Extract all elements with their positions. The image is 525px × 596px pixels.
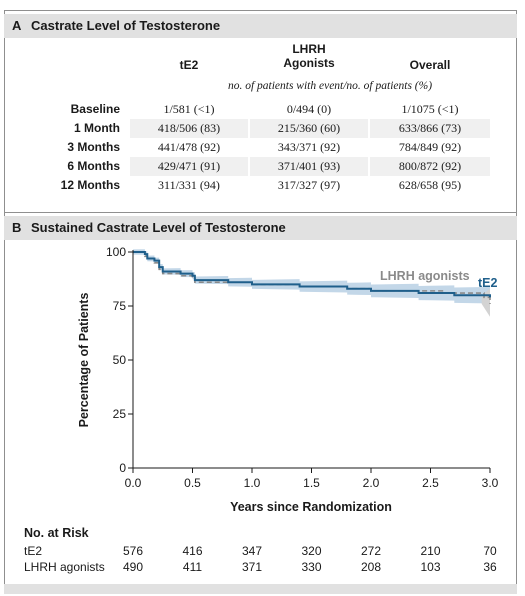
series-lines <box>133 251 491 304</box>
y-tick-label: 50 <box>113 353 127 367</box>
row-label: 6 Months <box>67 159 120 173</box>
cell-overall: 800/872 (92) <box>370 157 490 176</box>
cell-lhrh: 371/401 (93) <box>250 157 368 176</box>
x-tick-label: 0.0 <box>125 476 142 490</box>
risk-value: 576 <box>122 544 144 558</box>
panel-a-letter: A <box>12 18 22 33</box>
row-label: Baseline <box>70 102 120 116</box>
y-tick-label: 100 <box>106 245 126 259</box>
col-header-overall-line: Overall <box>409 58 451 72</box>
series-label-lhrh: LHRH agonists <box>380 269 470 283</box>
x-tick-label: 1.0 <box>244 476 261 490</box>
cell-te2: 311/331 (94) <box>158 178 220 192</box>
series-label-te2: tE2 <box>478 276 498 290</box>
col-header-lhrh-line2: Agonists <box>283 56 335 70</box>
risk-row-label-te2: tE2 <box>24 544 43 558</box>
confidence-bands <box>133 249 490 317</box>
risk-value: 411 <box>182 560 203 574</box>
panel-b-header: B Sustained Castrate Level of Testostero… <box>4 216 517 240</box>
risk-value: 371 <box>241 560 263 574</box>
panel-a-title: Castrate Level of Testosterone <box>31 18 221 33</box>
risk-value: 416 <box>182 544 203 558</box>
row-label: 3 Months <box>67 140 120 154</box>
table-row: Baseline 1/581 (<1) 0/494 (0) 1/1075 (<1… <box>10 100 510 119</box>
risk-row-label-lhrh: LHRH agonists <box>24 560 105 574</box>
y-tick-label: 25 <box>113 407 127 421</box>
panel-b-letter: B <box>12 220 22 235</box>
x-tick-label: 1.5 <box>303 476 320 490</box>
col-header-te2: tE2 <box>130 58 248 72</box>
panel-divider <box>4 212 517 213</box>
chart-labels: Percentage of Patients Years since Rando… <box>77 269 498 514</box>
cell-overall: 633/866 (73) <box>370 119 490 138</box>
castrate-level-table: tE2 LHRH Agonists Overall no. of patient… <box>0 0 525 210</box>
risk-value: 490 <box>122 560 144 574</box>
risk-value: 103 <box>420 560 441 574</box>
risk-value: 208 <box>360 560 382 574</box>
table-row: 6 Months 429/471 (91) 371/401 (93) 800/8… <box>10 157 510 176</box>
panel-b-title: Sustained Castrate Level of Testosterone <box>31 220 286 235</box>
x-tick-label: 2.0 <box>363 476 380 490</box>
chart-axes: 0 25 50 75 100 0.0 0.5 1.0 1.5 2.0 2.5 3.0 <box>106 245 499 490</box>
table-row: 12 Months 311/331 (94) 317/327 (97) 628/… <box>10 176 510 195</box>
cell-te2: 429/471 (91) <box>130 157 248 176</box>
cell-te2: 1/581 (<1) <box>163 102 215 116</box>
cell-lhrh: 0/494 (0) <box>286 102 332 116</box>
col-header-lhrh-line1: LHRH <box>292 42 326 56</box>
cell-te2: 418/506 (83) <box>130 119 248 138</box>
risk-value: 210 <box>420 544 441 558</box>
y-tick-label: 0 <box>119 461 126 475</box>
row-label: 1 Month <box>74 121 120 135</box>
risk-value: 70 <box>483 544 497 558</box>
x-axis-label: Years since Randomization <box>230 500 392 514</box>
panel-a-header: A Castrate Level of Testosterone <box>4 14 517 38</box>
cell-lhrh: 317/327 (97) <box>277 178 341 192</box>
col-header-lhrh: LHRH Agonists <box>250 42 368 70</box>
x-tick-label: 2.5 <box>422 476 439 490</box>
cell-te2: 441/478 (92) <box>157 140 221 154</box>
bottom-bar <box>4 584 517 594</box>
risk-value: 347 <box>241 544 263 558</box>
risk-value: 36 <box>483 560 497 574</box>
cell-overall: 784/849 (92) <box>398 140 462 154</box>
table-subheader: no. of patients with event/no. of patien… <box>227 80 433 92</box>
col-header-overall: Overall <box>370 58 490 72</box>
table-row: 1 Month 418/506 (83) 215/360 (60) 633/86… <box>10 119 510 138</box>
table-row: 3 Months 441/478 (92) 343/371 (92) 784/8… <box>10 138 510 157</box>
x-tick-label: 0.5 <box>184 476 201 490</box>
cell-lhrh: 343/371 (92) <box>277 140 341 154</box>
cell-overall: 628/658 (95) <box>398 178 462 192</box>
y-tick-label: 75 <box>113 299 127 313</box>
risk-table-title: No. at Risk <box>24 526 89 540</box>
cell-lhrh: 215/360 (60) <box>250 119 368 138</box>
series-line-te2 <box>133 251 491 298</box>
row-label: 12 Months <box>60 178 120 192</box>
risk-value: 272 <box>360 544 382 558</box>
risk-value: 320 <box>301 544 322 558</box>
y-axis-label: Percentage of Patients <box>77 293 91 428</box>
col-header-te2-line: tE2 <box>179 58 199 72</box>
cell-overall: 1/1075 (<1) <box>401 102 459 116</box>
x-tick-label: 3.0 <box>482 476 499 490</box>
risk-value: 330 <box>301 560 322 574</box>
